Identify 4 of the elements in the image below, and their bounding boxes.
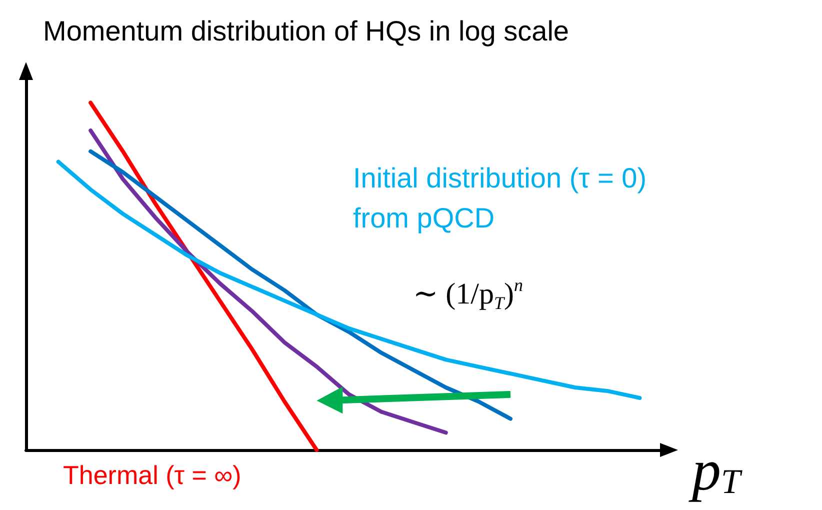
chart-title: Momentum distribution of HQs in log scale [43, 16, 569, 46]
x-axis-title: pT [688, 438, 743, 502]
annotation: Initial distribution (τ = 0) from pQCD [353, 162, 647, 234]
text: Thermal (τ = ∞) [63, 460, 242, 490]
